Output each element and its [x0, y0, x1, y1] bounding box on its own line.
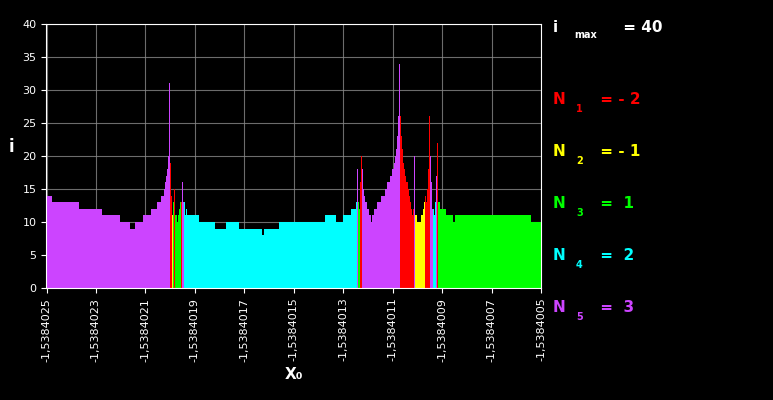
Text: N: N — [553, 196, 565, 211]
Text: N: N — [553, 300, 565, 315]
Text: =  2: = 2 — [595, 248, 635, 263]
Text: 3: 3 — [576, 208, 583, 218]
Text: 5: 5 — [576, 312, 583, 322]
Text: = 40: = 40 — [618, 20, 663, 35]
Text: N: N — [553, 144, 565, 159]
Text: N: N — [553, 248, 565, 263]
Text: N: N — [553, 92, 565, 107]
Text: 2: 2 — [576, 156, 583, 166]
Text: = - 2: = - 2 — [595, 92, 641, 107]
Text: 1: 1 — [576, 104, 583, 114]
Text: =  1: = 1 — [595, 196, 634, 211]
Text: = - 1: = - 1 — [595, 144, 641, 159]
Text: 4: 4 — [576, 260, 583, 270]
X-axis label: X₀: X₀ — [284, 367, 303, 382]
Text: =  3: = 3 — [595, 300, 635, 315]
Text: max: max — [574, 30, 597, 40]
Text: i: i — [553, 20, 558, 35]
Y-axis label: i: i — [9, 138, 14, 156]
